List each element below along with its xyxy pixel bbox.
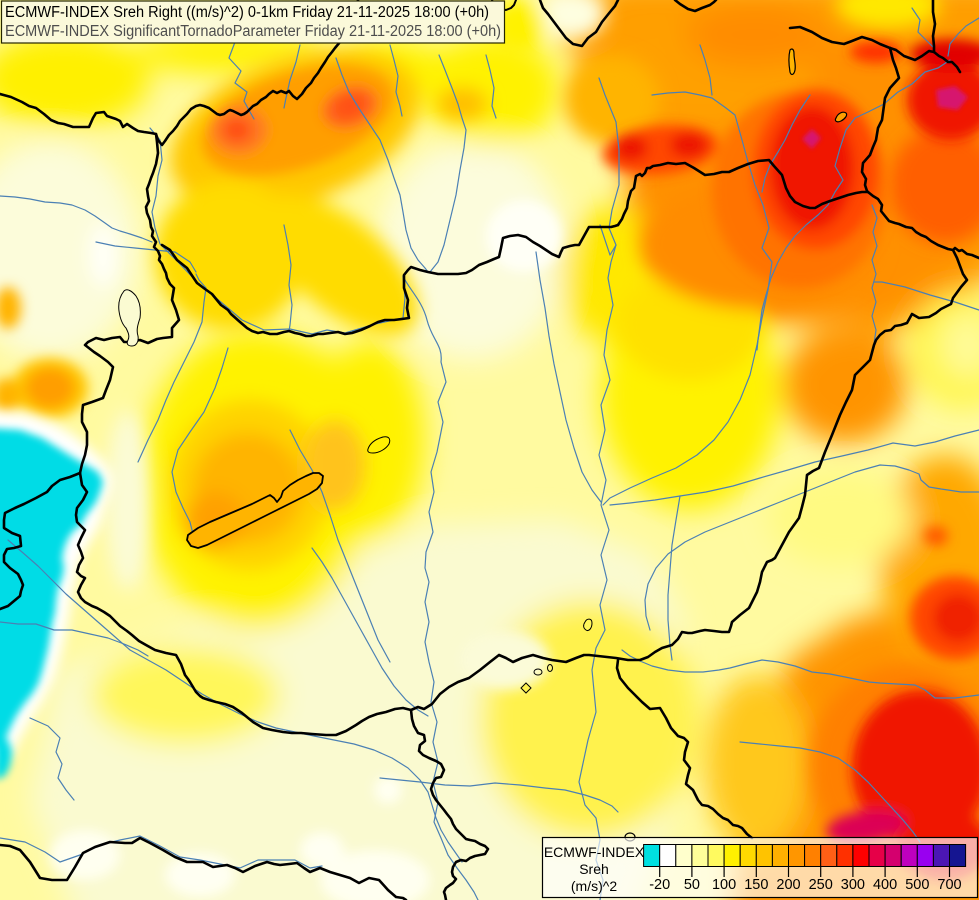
svg-text:300: 300 <box>841 877 865 893</box>
svg-text:400: 400 <box>873 877 897 893</box>
svg-text:ECMWF-INDEX SignificantTornado: ECMWF-INDEX SignificantTornadoParameter … <box>5 23 501 40</box>
svg-text:-20: -20 <box>649 877 670 893</box>
svg-text:(m/s)^2: (m/s)^2 <box>571 878 617 894</box>
svg-text:100: 100 <box>712 877 736 893</box>
svg-text:ECMWF-INDEX Sreh Right ((m/s)^: ECMWF-INDEX Sreh Right ((m/s)^2) 0-1km F… <box>5 4 489 21</box>
svg-text:500: 500 <box>905 877 929 893</box>
svg-text:150: 150 <box>744 877 768 893</box>
svg-text:200: 200 <box>776 877 800 893</box>
svg-text:700: 700 <box>937 877 961 893</box>
svg-text:50: 50 <box>684 877 700 893</box>
svg-text:Sreh: Sreh <box>579 861 609 877</box>
svg-text:ECMWF-INDEX: ECMWF-INDEX <box>544 844 645 860</box>
svg-text:250: 250 <box>809 877 833 893</box>
